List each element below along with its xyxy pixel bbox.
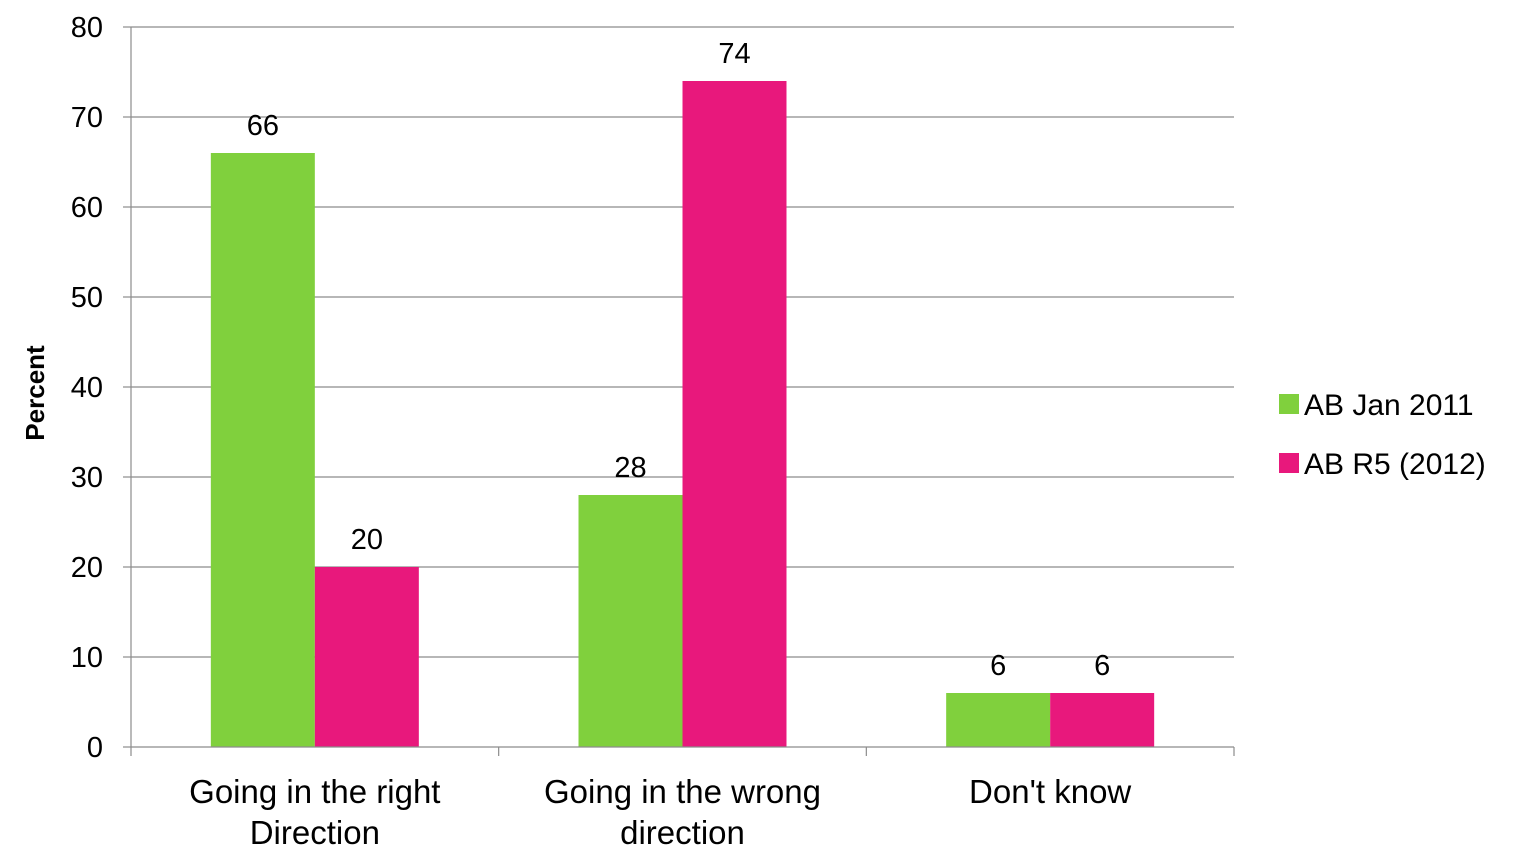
data-label: 74 (718, 38, 750, 70)
data-label: 66 (247, 110, 279, 142)
y-tick-label: 30 (71, 462, 103, 494)
x-category-label: Going in the wrong (544, 773, 821, 810)
y-tick-label: 50 (71, 282, 103, 314)
x-category-label: direction (620, 814, 745, 851)
bars (210, 81, 1155, 747)
y-tick-label: 0 (87, 732, 103, 764)
legend-swatch (1279, 394, 1299, 414)
x-category-label: Going in the right (189, 773, 440, 810)
legend-label: AB R5 (2012) (1304, 448, 1486, 481)
legend-label: AB Jan 2011 (1304, 389, 1474, 422)
y-axis-title: Percent (20, 345, 50, 441)
y-tick-label: 80 (71, 12, 103, 44)
bar (578, 495, 683, 747)
y-tick-label: 10 (71, 642, 103, 674)
x-category-label: Direction (250, 814, 380, 851)
data-label: 28 (614, 452, 646, 484)
axes: 0 10 20 30 40 50 60 70 80 Going in the right Direc… (71, 12, 1235, 851)
bar (946, 693, 1051, 747)
legend: AB Jan 2011 AB R5 (2012) (1279, 389, 1486, 481)
bar (1050, 693, 1155, 747)
bar (682, 81, 787, 747)
legend-swatch (1279, 453, 1299, 473)
data-label: 6 (990, 650, 1006, 682)
y-tick-label: 60 (71, 192, 103, 224)
bar (210, 153, 315, 747)
y-tick-label: 40 (71, 372, 103, 404)
y-tick-label: 20 (71, 552, 103, 584)
data-label: 20 (351, 524, 383, 556)
bar (314, 567, 419, 747)
x-category-label: Don't know (969, 773, 1131, 810)
y-tick-label: 70 (71, 102, 103, 134)
data-label: 6 (1094, 650, 1110, 682)
